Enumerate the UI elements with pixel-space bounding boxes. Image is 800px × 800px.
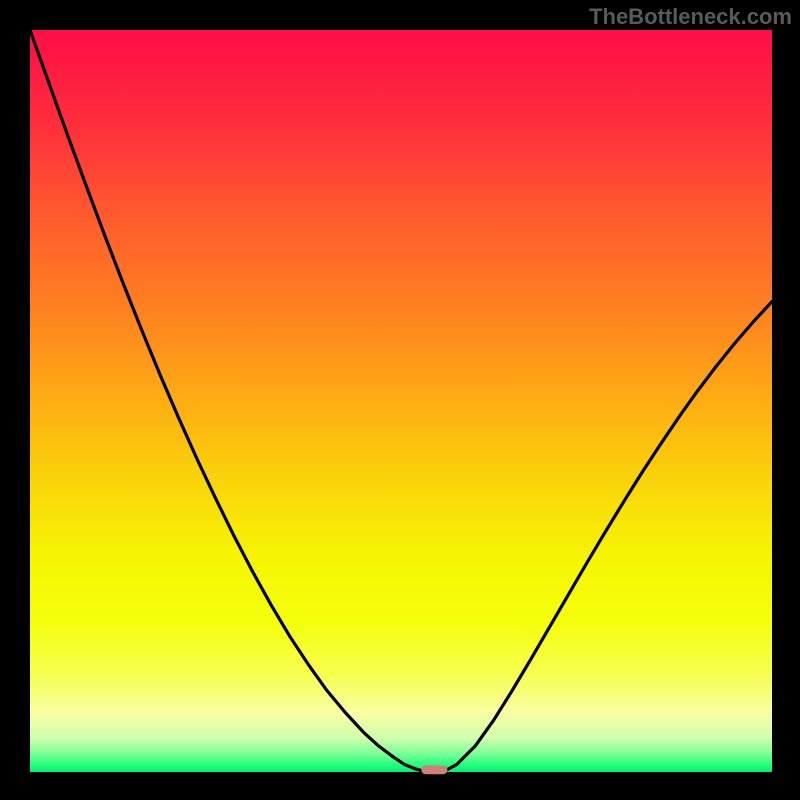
optimal-point-marker [421,765,447,774]
chart-container: TheBottleneck.com [0,0,800,800]
bottleneck-chart [0,0,800,800]
watermark-text: TheBottleneck.com [589,4,792,30]
plot-background [30,30,772,772]
